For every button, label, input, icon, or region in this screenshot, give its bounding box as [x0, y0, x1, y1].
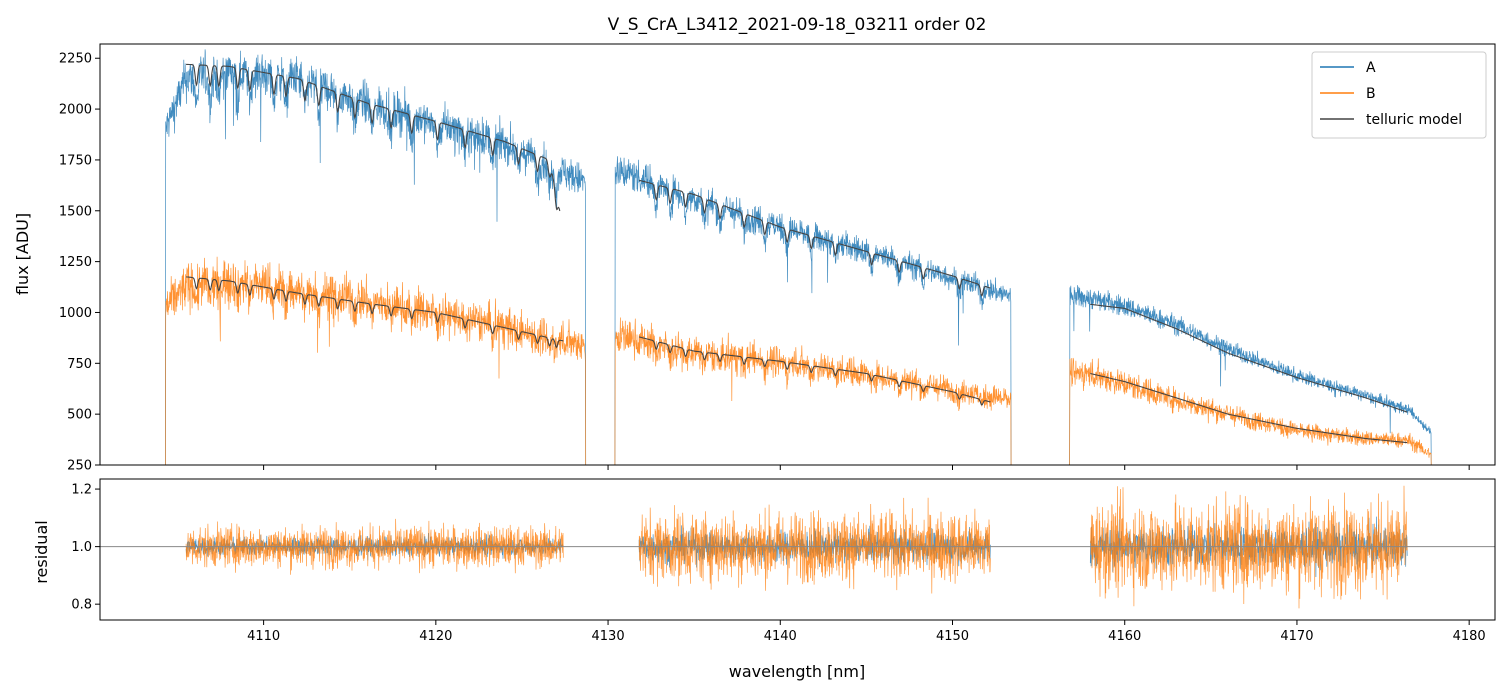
top-panel-frame [99, 43, 1496, 466]
top-panel: 250 500 750 1000 1250 1500 1750 2000 2250 flux [… [13, 43, 1496, 474]
bottom-y-axis-label: residual [32, 520, 51, 583]
xtick-label: 4180 [1453, 629, 1486, 644]
legend-box [1311, 51, 1487, 139]
top-ytick-label: 2000 [59, 103, 92, 118]
legend-label-b: B [1366, 86, 1376, 102]
top-ytick-label: 1500 [59, 204, 92, 219]
series-a-segment-2 [614, 156, 1012, 465]
chart-title: V_S_CrA_L3412_2021-09-18_03211 order 02 [608, 15, 987, 35]
xtick-label: 4170 [1280, 629, 1313, 644]
telluric-model-curve-3 [638, 179, 991, 297]
xtick-label: 4110 [247, 629, 280, 644]
top-ytick-label: 1000 [59, 306, 92, 321]
residual-b-segment-1 [185, 518, 564, 575]
bottom-panel: 0.8 1.0 1.2 4110 4120 4130 4140 4150 4160 4170 41… [32, 478, 1496, 644]
bottom-ytick-label: 1.2 [71, 483, 92, 498]
top-ytick-label: 500 [67, 408, 92, 423]
xtick-label: 4160 [1108, 629, 1141, 644]
legend-label-a: A [1366, 60, 1376, 76]
xtick-label: 4140 [764, 629, 797, 644]
top-ytick-label: 250 [67, 459, 92, 474]
series-a-segment-1 [165, 49, 587, 465]
series-b-segment-2 [614, 317, 1012, 465]
legend: A B telluric model [1311, 51, 1487, 139]
top-ytick-label: 750 [67, 357, 92, 372]
xtick-label: 4120 [419, 629, 452, 644]
top-y-axis-label: flux [ADU] [13, 213, 32, 295]
bottom-ytick-label: 1.0 [71, 540, 92, 555]
telluric-model-curve-6 [1090, 372, 1408, 444]
legend-label-telluric: telluric model [1366, 112, 1462, 128]
telluric-model-curve-4 [638, 336, 991, 406]
xtick-label: 4130 [592, 629, 625, 644]
telluric-model-curve-1 [185, 63, 561, 212]
series-b-segment-1 [165, 256, 587, 465]
residual-b-segment-3 [1089, 485, 1408, 609]
series-b-segment-3 [1069, 357, 1432, 465]
xtick-label: 4150 [936, 629, 969, 644]
x-axis-label: wavelength [nm] [729, 662, 866, 681]
bottom-ytick-label: 0.8 [71, 598, 92, 613]
telluric-model-curve-2 [186, 276, 564, 349]
residual-b-segment-2 [638, 497, 991, 594]
top-ytick-label: 2250 [59, 52, 92, 67]
top-ytick-label: 1750 [59, 153, 92, 168]
bottom-panel-frame [99, 478, 1496, 621]
telluric-model-curve-5 [1090, 303, 1408, 413]
top-ytick-label: 1250 [59, 255, 92, 270]
